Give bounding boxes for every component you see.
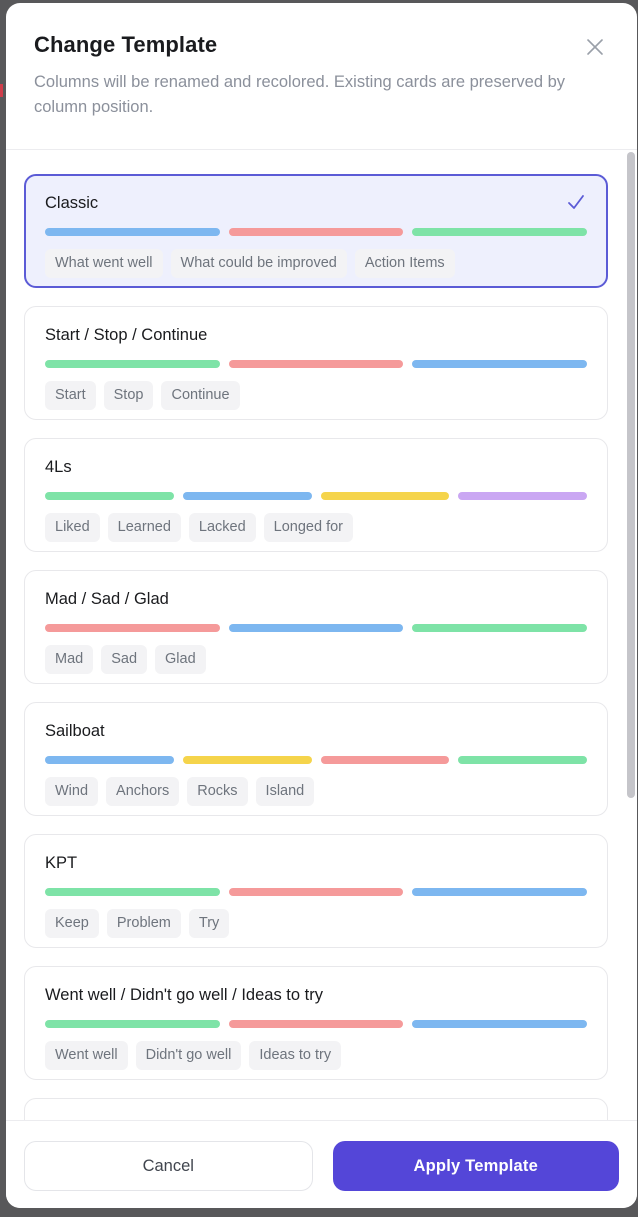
column-tags: What went well What could be improved Acti… bbox=[45, 249, 587, 278]
column-tag: Problem bbox=[106, 909, 181, 938]
cancel-button[interactable]: Cancel bbox=[24, 1141, 313, 1191]
column-tag: Action Items bbox=[354, 249, 455, 278]
column-tags: Liked Learned Lacked Longed for bbox=[45, 513, 587, 542]
column-tag: Rocks bbox=[187, 777, 248, 806]
column-tag: Anchors bbox=[106, 777, 180, 806]
template-name: Sailboat bbox=[45, 722, 105, 740]
template-name: Start / Stop / Continue bbox=[45, 326, 208, 344]
template-card[interactable]: KPT Keep Problem Try bbox=[24, 834, 608, 948]
color-bar-blue bbox=[45, 756, 174, 764]
apply-template-button[interactable]: Apply Template bbox=[332, 1141, 619, 1191]
column-tag: Liked bbox=[45, 513, 100, 542]
column-tag: Ideas to try bbox=[249, 1041, 342, 1070]
column-tag: Glad bbox=[155, 645, 206, 674]
column-tag: Wind bbox=[45, 777, 99, 806]
dialog-subtitle: Columns will be renamed and recolored. E… bbox=[34, 73, 566, 116]
column-tags: Keep Problem Try bbox=[45, 909, 587, 938]
color-bars bbox=[45, 756, 587, 764]
template-name: 4Ls bbox=[45, 458, 72, 476]
color-bar-blue bbox=[182, 492, 312, 500]
color-bar-yellow bbox=[182, 756, 312, 764]
color-bar-red bbox=[45, 624, 220, 632]
color-bar-red bbox=[228, 228, 404, 236]
dialog-header: Change Template Columns will be renamed … bbox=[6, 3, 637, 150]
column-tag: Mad bbox=[45, 645, 94, 674]
column-tag: What could be improved bbox=[170, 249, 347, 278]
color-bar-red bbox=[320, 756, 450, 764]
column-tag: Sad bbox=[101, 645, 148, 674]
column-tags: Wind Anchors Rocks Island bbox=[45, 777, 587, 806]
close-icon bbox=[584, 36, 606, 61]
column-tag: Learned bbox=[107, 513, 181, 542]
color-bar-green bbox=[45, 492, 174, 500]
column-tag: Continue bbox=[161, 381, 240, 410]
color-bar-purple bbox=[458, 492, 587, 500]
template-name: Mad / Sad / Glad bbox=[45, 590, 169, 608]
color-bar-green bbox=[412, 624, 588, 632]
color-bar-yellow bbox=[320, 492, 450, 500]
color-bar-green bbox=[45, 1020, 220, 1028]
column-tags: Went well Didn't go well Ideas to try bbox=[45, 1041, 587, 1070]
dialog-footer: Cancel Apply Template bbox=[6, 1120, 637, 1208]
column-tag: Keep bbox=[45, 909, 99, 938]
template-name: Went well / Didn't go well / Ideas to tr… bbox=[45, 986, 323, 1004]
color-bar-green bbox=[412, 228, 588, 236]
check-icon bbox=[566, 192, 586, 212]
column-tag: Lacked bbox=[188, 513, 256, 542]
scrollbar-thumb[interactable] bbox=[627, 152, 635, 798]
color-bar-red bbox=[228, 888, 404, 896]
template-card[interactable]: Start / Stop / Continue Start Stop Continu… bbox=[24, 306, 608, 420]
template-card[interactable] bbox=[24, 1098, 608, 1120]
template-card[interactable]: Mad / Sad / Glad Mad Sad Glad bbox=[24, 570, 608, 684]
dialog-title: Change Template bbox=[34, 32, 218, 57]
template-name: KPT bbox=[45, 854, 78, 872]
background-red-sliver bbox=[0, 84, 3, 97]
color-bar-blue bbox=[412, 360, 588, 368]
column-tag: Longed for bbox=[263, 513, 353, 542]
column-tag: Didn't go well bbox=[135, 1041, 242, 1070]
color-bars bbox=[45, 1020, 588, 1028]
color-bar-blue bbox=[45, 228, 220, 236]
color-bar-blue bbox=[412, 888, 588, 896]
template-card[interactable]: Classic What went well What could be impr… bbox=[24, 174, 608, 288]
column-tag: Island bbox=[255, 777, 315, 806]
color-bar-red bbox=[228, 1020, 404, 1028]
column-tags: Start Stop Continue bbox=[45, 381, 587, 410]
template-card[interactable]: Went well / Didn't go well / Ideas to tr… bbox=[24, 966, 608, 1080]
close-button[interactable] bbox=[581, 34, 609, 62]
color-bar-green bbox=[458, 756, 587, 764]
column-tag: Start bbox=[45, 381, 96, 410]
color-bar-blue bbox=[412, 1020, 588, 1028]
color-bars bbox=[45, 228, 588, 236]
color-bar-blue bbox=[228, 624, 404, 632]
change-template-dialog: Change Template Columns will be renamed … bbox=[6, 3, 637, 1208]
color-bars bbox=[45, 492, 587, 500]
template-name: Classic bbox=[45, 194, 99, 212]
color-bars bbox=[45, 360, 588, 368]
color-bars bbox=[45, 888, 588, 896]
template-card[interactable]: Sailboat Wind Anchors Rocks Island bbox=[24, 702, 608, 816]
template-list: Classic What went well What could be impr… bbox=[6, 150, 637, 1120]
color-bar-red bbox=[228, 360, 404, 368]
column-tag: Stop bbox=[103, 381, 154, 410]
column-tags: Mad Sad Glad bbox=[45, 645, 587, 674]
template-card[interactable]: 4Ls Liked Learned Lacked Longed for bbox=[24, 438, 608, 552]
color-bar-green bbox=[45, 360, 220, 368]
column-tag: Went well bbox=[45, 1041, 128, 1070]
column-tag: Try bbox=[188, 909, 230, 938]
column-tag: What went well bbox=[45, 249, 163, 278]
color-bar-green bbox=[45, 888, 220, 896]
color-bars bbox=[45, 624, 588, 632]
